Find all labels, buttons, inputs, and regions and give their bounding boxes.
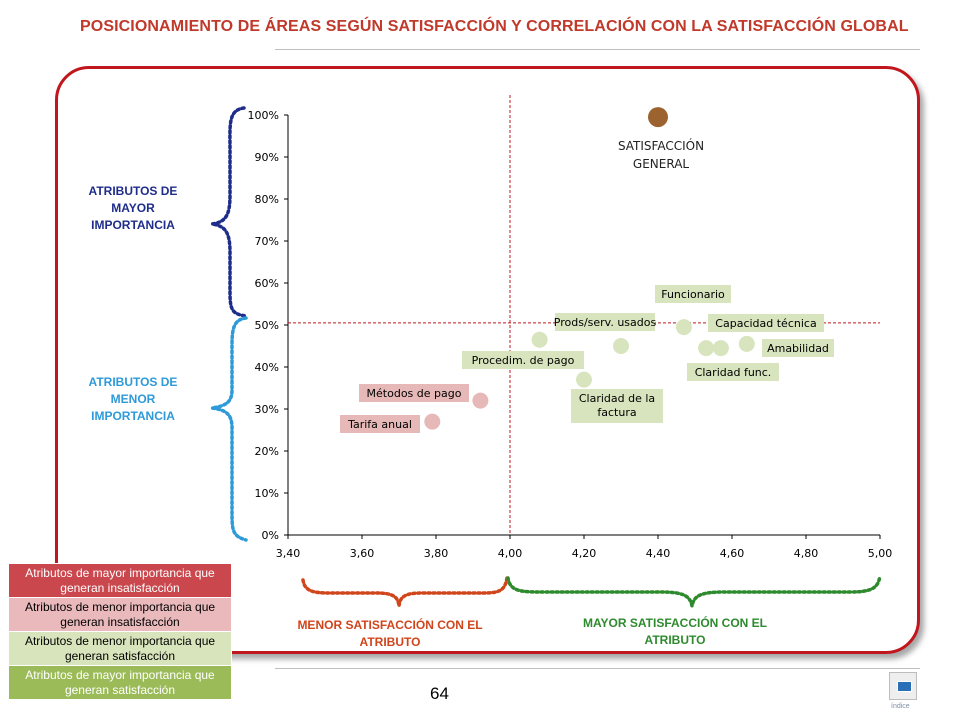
y-tick-label: 60% (255, 277, 279, 290)
y-tick-label: 10% (255, 487, 279, 500)
point-label: Amabilidad (767, 342, 829, 355)
data-point (675, 319, 692, 336)
y-tick-label: 70% (255, 235, 279, 248)
data-point (613, 338, 629, 354)
x-tick-label: 3,80 (424, 547, 449, 560)
data-point (576, 371, 592, 388)
legend-item-mayor-insatisfaccion: Atributos de mayor importancia que gener… (9, 564, 231, 598)
y-tick-label: 80% (255, 193, 279, 206)
point-label: Prods/serv. usados (554, 316, 657, 329)
y-tick-label: 30% (255, 403, 279, 416)
menor-satisfaccion-label: MENOR SATISFACCIÓN CON EL ATRIBUTO (297, 618, 483, 649)
title-divider (275, 49, 920, 50)
y-tick-label: 100% (248, 109, 279, 122)
point-label-box (762, 339, 834, 357)
brace-menor-satisfaccion (301, 576, 509, 607)
brace-menor-importancia (211, 316, 248, 542)
footer-divider (275, 668, 920, 669)
index-button[interactable] (889, 672, 917, 700)
y-tick-label: 40% (255, 361, 279, 374)
data-point (648, 107, 668, 128)
data-point (472, 392, 489, 409)
point-label: Procedim. de pago (472, 354, 575, 367)
point-label: factura (597, 406, 636, 419)
point-label: Capacidad técnica (715, 317, 816, 330)
legend-item-mayor-satisfaccion: Atributos de mayor importancia que gener… (9, 666, 231, 700)
point-label: Tarifa anual (347, 418, 412, 431)
point-label-box (340, 415, 420, 433)
data-point (424, 413, 441, 430)
point-label: Funcionario (661, 288, 725, 301)
document-icon (897, 681, 912, 692)
brace-mayor-importancia (211, 106, 248, 318)
page-number: 64 (430, 684, 449, 703)
x-tick-label: 3,60 (350, 547, 375, 560)
page-title: POSICIONAMIENTO DE ÁREAS SEGÚN SATISFACC… (80, 18, 909, 35)
point-label: Métodos de pago (367, 387, 462, 400)
global-label-line2: GENERAL (633, 157, 690, 171)
brace-mayor-satisfaccion (506, 574, 882, 607)
data-point (698, 340, 715, 357)
point-label-box (571, 389, 663, 423)
menor-importancia-label: ATRIBUTOS DE MENOR IMPORTANCIA (88, 375, 178, 423)
data-point (712, 340, 729, 357)
index-label[interactable]: índice (891, 703, 910, 710)
data-point (738, 335, 755, 352)
mayor-satisfaccion-label: MAYOR SATISFACCIÓN CON EL ATRIBUTO (582, 616, 767, 647)
x-tick-label: 4,80 (794, 547, 819, 560)
point-label-box (708, 314, 824, 332)
legend-item-menor-insatisfaccion: Atributos de menor importancia que gener… (9, 598, 231, 632)
point-label-box (555, 313, 655, 331)
y-tick-label: 50% (255, 319, 279, 332)
y-tick-label: 0% (262, 529, 279, 542)
point-label-box (462, 351, 584, 369)
global-label-line1: SATISFACCIÓN (618, 138, 704, 153)
point-label: Claridad func. (695, 366, 772, 379)
point-label-box (687, 363, 779, 381)
x-tick-label: 3,40 (276, 547, 301, 560)
x-tick-label: 5,00 (868, 547, 893, 560)
legend: Atributos de mayor importancia que gener… (8, 563, 232, 701)
mayor-importancia-label: ATRIBUTOS DE MAYOR IMPORTANCIA (88, 184, 178, 232)
x-tick-label: 4,60 (720, 547, 745, 560)
y-tick-label: 90% (255, 151, 279, 164)
x-tick-label: 4,00 (498, 547, 523, 560)
legend-item-menor-satisfaccion: Atributos de menor importancia que gener… (9, 632, 231, 666)
x-tick-label: 4,40 (646, 547, 671, 560)
point-label-box (359, 384, 469, 402)
point-label-box (655, 285, 731, 303)
x-tick-label: 4,20 (572, 547, 597, 560)
data-point (531, 331, 548, 348)
y-tick-label: 20% (255, 445, 279, 458)
point-label: Claridad de la (579, 392, 655, 405)
